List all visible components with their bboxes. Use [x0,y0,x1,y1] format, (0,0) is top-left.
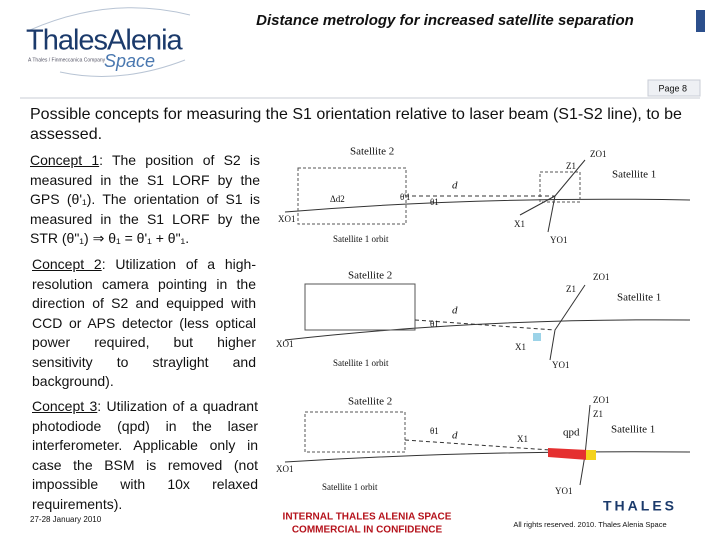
page-box [647,79,701,97]
diagram: Satellite 2 Satellite 1 Satellite 1 orbi… [276,270,691,370]
orbit [284,319,691,341]
axis [554,284,586,331]
label: YO1 [552,360,570,370]
label: X1 [514,219,525,229]
label: d [452,180,458,192]
satellite-box [539,171,581,203]
date: 27-28 January 2010 [30,515,102,524]
concept-text: : Utilization of a quadrant photodiode (… [32,398,258,512]
axis [519,195,556,216]
concept-label: Concept 3 [32,398,98,414]
heading: Possible concepts for measuring the S1 o… [30,106,682,143]
label: Satellite 1 orbit [333,358,389,368]
label: YO1 [550,235,568,245]
logo-space: Space [104,51,155,71]
label: ZO1 [593,272,610,282]
axis [554,159,586,197]
camera [533,333,541,341]
label: Satellite 1 [612,169,656,181]
logo-tagline: A Thales / Finmeccanica Company [28,57,106,63]
brand: THALES [603,498,677,514]
label: Satellite 2 [350,146,394,158]
rights: All rights reserved. 2010. Thales Alenia… [513,520,666,529]
label: Z1 [566,161,576,171]
label: Satellite 1 [611,424,655,436]
satellite-box [304,411,406,453]
label: Z1 [593,409,603,419]
concept-label: Concept 1 [30,152,100,168]
label: XO1 [276,339,294,349]
label: Satellite 1 [617,292,661,304]
axis [549,329,556,361]
concept: Concept 1: The position of S2 is measure… [30,151,260,249]
label: Satellite 2 [348,270,392,282]
classification: INTERNAL THALES ALENIA SPACE [283,512,452,523]
satellite-box [297,167,407,225]
label: qpd [563,427,580,439]
slide-title: Distance metrology for increased satelli… [256,12,634,29]
label: X1 [515,342,526,352]
accent-bar [696,10,705,32]
label: Z1 [566,284,576,294]
label: XO1 [278,214,296,224]
label: θ1 [430,197,439,207]
orbit [284,198,691,213]
concept-text: : Utilization of a high-resolution camer… [32,256,256,389]
laser-beam [548,448,588,460]
concept: Concept 3: Utilization of a quadrant pho… [32,397,258,514]
label: d [452,305,458,317]
label: θ1 [430,426,439,436]
concept-label: Concept 2 [32,256,102,272]
concept-text: : The position of S2 is measured in the … [30,152,260,246]
diagram: Satellite 2 Satellite 1 Satellite 1 orbi… [278,146,691,245]
concept: Concept 2: Utilization of a high-resolut… [32,255,256,392]
qpd-detector [586,450,596,460]
page-number: Page 8 [658,83,687,93]
axis [584,404,591,456]
label: d [452,430,458,442]
logo-name: ThalesAlenia [26,25,184,57]
label: Satellite 1 orbit [333,234,389,244]
axis [579,454,586,486]
label: Δd2 [330,194,345,204]
label: θ1 [430,319,439,329]
baseline [404,439,551,451]
satellite-box [304,283,416,331]
orbit [284,451,691,463]
label: Satellite 2 [348,396,392,408]
label: Satellite 1 orbit [322,482,378,492]
classification: COMMERCIAL IN CONFIDENCE [292,525,443,536]
label: YO1 [555,486,573,496]
label: XO1 [276,464,294,474]
baseline [414,319,556,331]
label: ZO1 [593,395,610,405]
logo-arc [59,59,186,77]
label: X1 [517,434,528,444]
diagram: Satellite 2 Satellite 1 Satellite 1 orbi… [276,395,691,496]
label: θ'1 [400,192,410,202]
axis [547,195,556,233]
logo-arc [29,7,191,31]
label: ZO1 [590,149,607,159]
